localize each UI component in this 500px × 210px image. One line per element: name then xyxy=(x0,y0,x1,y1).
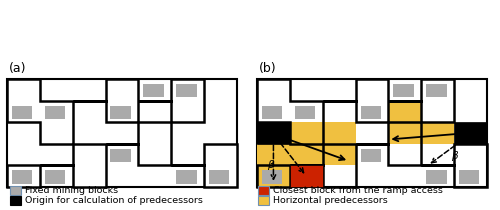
Bar xyxy=(209,170,230,184)
Text: β: β xyxy=(267,160,274,169)
Bar xyxy=(144,84,164,97)
Polygon shape xyxy=(257,122,356,187)
Bar xyxy=(110,149,131,162)
Bar xyxy=(459,170,479,184)
Bar xyxy=(45,106,65,119)
Bar xyxy=(454,122,487,144)
Bar xyxy=(7,79,237,187)
Bar xyxy=(45,170,65,184)
Polygon shape xyxy=(172,144,237,187)
Bar xyxy=(295,106,315,119)
Polygon shape xyxy=(72,79,138,122)
Polygon shape xyxy=(388,101,454,144)
Text: β: β xyxy=(451,151,458,161)
Bar xyxy=(176,84,197,97)
Bar xyxy=(258,186,269,195)
Polygon shape xyxy=(7,79,72,144)
Text: Fixed mining blocks: Fixed mining blocks xyxy=(25,186,118,195)
Polygon shape xyxy=(138,79,204,122)
Bar xyxy=(10,196,21,205)
Text: Origin for calculation of predecessors: Origin for calculation of predecessors xyxy=(25,196,203,205)
Bar xyxy=(295,170,315,184)
Bar xyxy=(110,106,131,119)
Bar xyxy=(262,170,282,184)
Polygon shape xyxy=(106,122,172,165)
Bar xyxy=(290,165,322,187)
Text: Horizontal predecessors: Horizontal predecessors xyxy=(273,196,388,205)
Bar xyxy=(258,196,269,205)
Polygon shape xyxy=(40,144,106,187)
Bar xyxy=(257,79,487,187)
Bar xyxy=(426,84,446,97)
Bar xyxy=(360,106,381,119)
Bar xyxy=(394,84,413,97)
Bar xyxy=(257,122,290,144)
Bar xyxy=(426,170,446,184)
Text: (b): (b) xyxy=(259,62,276,75)
Bar xyxy=(262,106,282,119)
Bar xyxy=(12,170,32,184)
Bar xyxy=(10,186,21,195)
Text: (a): (a) xyxy=(9,62,26,75)
Bar xyxy=(176,170,197,184)
Polygon shape xyxy=(7,165,40,187)
Text: Closest block from the ramp access: Closest block from the ramp access xyxy=(273,186,443,195)
Bar xyxy=(12,106,32,119)
Bar xyxy=(360,149,381,162)
